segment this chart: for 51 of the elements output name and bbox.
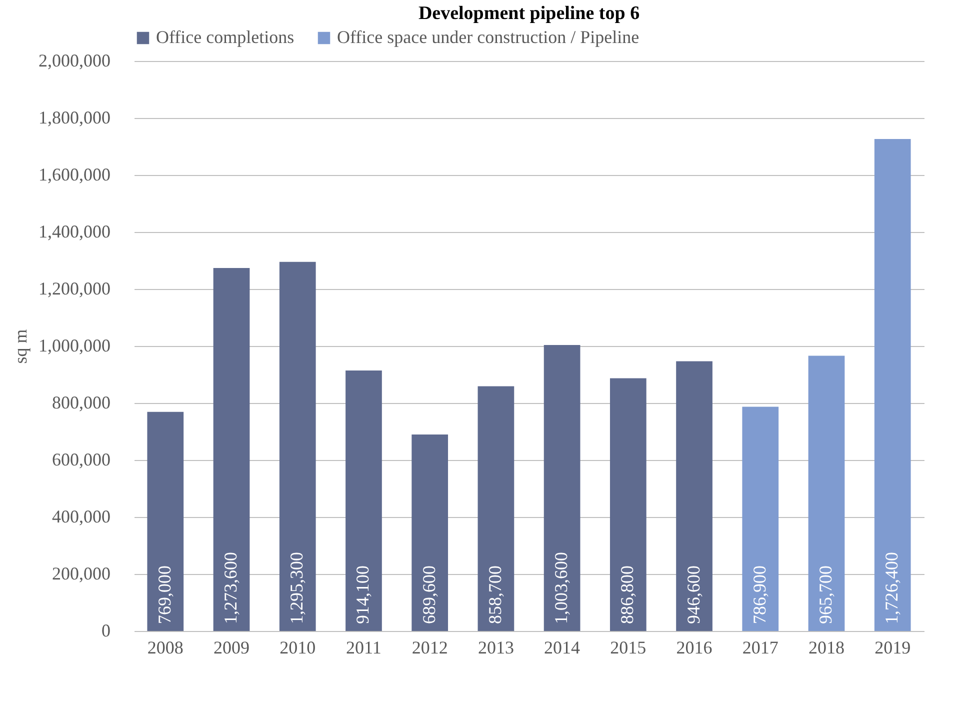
bar [544, 344, 580, 631]
y-tick-label: 0 [102, 620, 110, 640]
y-tick-label: 200,000 [52, 564, 110, 584]
y-tick-label: 600,000 [52, 450, 110, 470]
y-tick-label: 1,200,000 [38, 278, 110, 298]
data-label: 914,100 [352, 566, 373, 624]
legend-label: Office space under construction / Pipeline [337, 27, 640, 47]
x-tick-label: 2013 [478, 638, 514, 658]
y-tick-label: 800,000 [52, 392, 110, 412]
y-tick-label: 2,000,000 [38, 50, 110, 70]
bar [279, 262, 316, 631]
x-tick-label: 2019 [874, 638, 911, 658]
data-label: 769,000 [154, 566, 174, 624]
data-label: 946,600 [683, 566, 704, 624]
x-tick-label: 2012 [412, 638, 448, 658]
bar [346, 370, 382, 631]
x-tick-label: 2017 [742, 638, 778, 658]
data-label: 886,800 [617, 566, 638, 624]
data-label: 1,003,600 [551, 552, 572, 624]
chart-title: Development pipeline top 6 [418, 3, 640, 24]
data-label: 1,273,600 [220, 552, 241, 624]
bar [742, 406, 779, 631]
data-label: 858,700 [484, 566, 505, 624]
x-tick-label: 2009 [214, 638, 250, 658]
bar [412, 434, 448, 631]
bar [213, 268, 250, 631]
data-label: 786,900 [749, 566, 770, 624]
data-label: 965,700 [815, 566, 836, 624]
bar [676, 361, 712, 631]
bar [874, 138, 911, 631]
bar [147, 412, 184, 631]
data-label: 689,600 [418, 566, 439, 624]
x-tick-label: 2011 [346, 638, 382, 658]
x-tick-label: 2014 [544, 638, 580, 658]
x-tick-label: 2015 [610, 638, 646, 658]
y-axis-title: sq m [10, 329, 30, 364]
x-tick-label: 2018 [808, 638, 844, 658]
data-label: 1,295,300 [286, 552, 307, 624]
x-tick-label: 2008 [147, 638, 184, 658]
y-tick-label: 1,000,000 [38, 336, 110, 356]
y-tick-label: 1,800,000 [38, 108, 110, 128]
bar [808, 356, 845, 631]
y-tick-label: 1,600,000 [38, 164, 110, 184]
x-tick-label: 2010 [280, 638, 316, 658]
bar [610, 378, 646, 631]
y-tick-label: 1,400,000 [38, 222, 110, 242]
bar [478, 386, 514, 631]
y-tick-label: 400,000 [52, 506, 110, 526]
legend-label: Office completions [156, 27, 294, 47]
data-label: 1,726,400 [882, 552, 902, 624]
x-tick-label: 2016 [676, 638, 712, 658]
